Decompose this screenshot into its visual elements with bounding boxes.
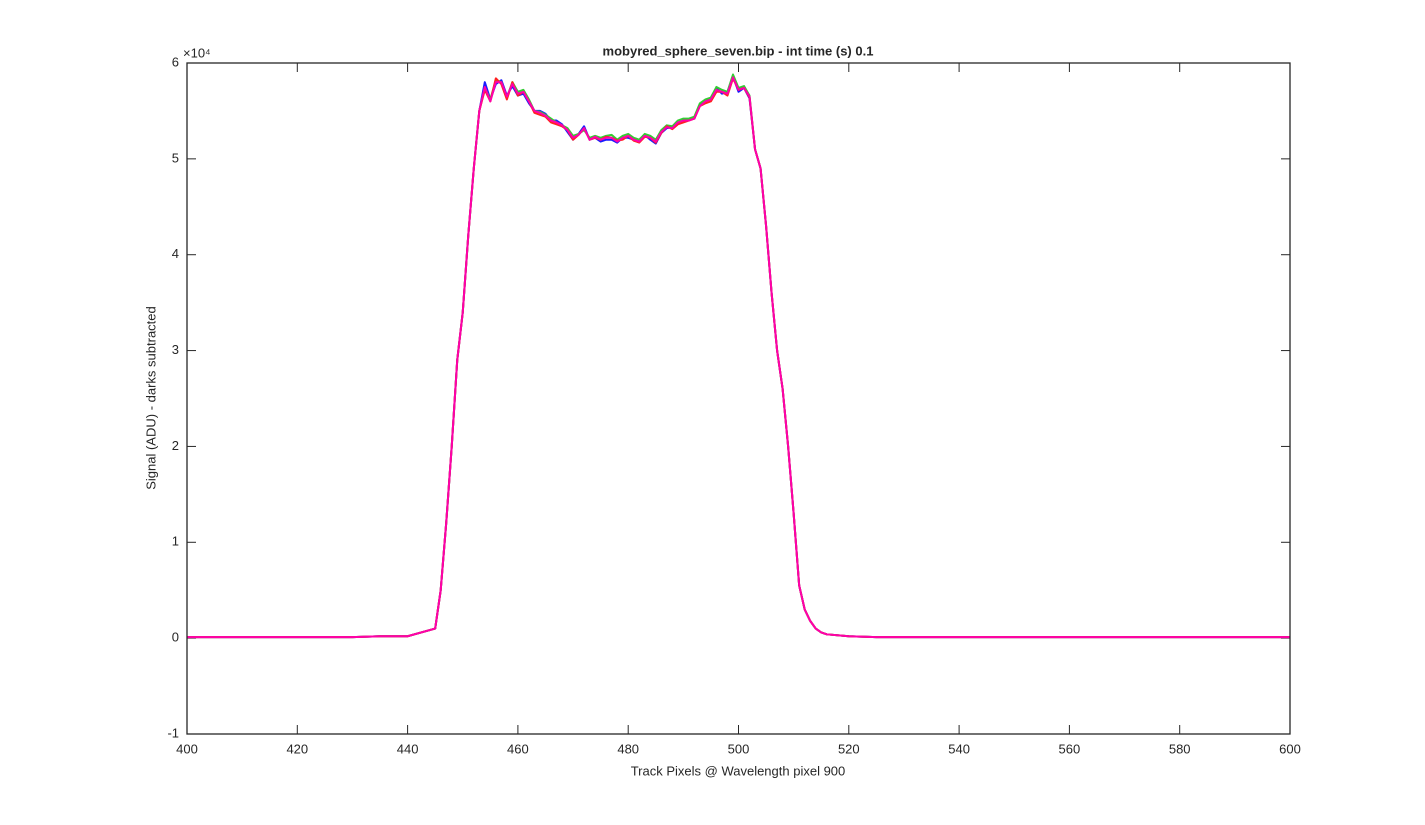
chart-title: mobyred_sphere_seven.bip - int time (s) … <box>603 43 874 58</box>
x-tick-label: 600 <box>1279 741 1301 756</box>
y-multiplier: ×10⁴ <box>183 45 211 60</box>
x-tick-label: 460 <box>507 741 529 756</box>
y-tick-label: 6 <box>172 54 179 69</box>
y-tick-label: -1 <box>167 725 179 740</box>
x-tick-label: 480 <box>617 741 639 756</box>
y-tick-label: 2 <box>172 438 179 453</box>
y-tick-label: 3 <box>172 342 179 357</box>
x-tick-label: 420 <box>286 741 308 756</box>
y-tick-label: 4 <box>172 246 179 261</box>
x-tick-label: 500 <box>728 741 750 756</box>
y-tick-label: 0 <box>172 630 179 645</box>
x-tick-label: 440 <box>397 741 419 756</box>
x-axis-label: Track Pixels @ Wavelength pixel 900 <box>631 763 846 778</box>
x-tick-label: 540 <box>948 741 970 756</box>
x-tick-label: 560 <box>1059 741 1081 756</box>
series-line <box>187 76 1290 639</box>
x-tick-label: 520 <box>838 741 860 756</box>
y-tick-label: 1 <box>172 534 179 549</box>
plot-frame <box>186 62 1291 735</box>
y-tick-label: 5 <box>172 150 179 165</box>
x-tick-label: 580 <box>1169 741 1191 756</box>
x-tick-label: 400 <box>176 741 198 756</box>
y-axis-label: Signal (ADU) - darks subtracted <box>143 306 158 490</box>
